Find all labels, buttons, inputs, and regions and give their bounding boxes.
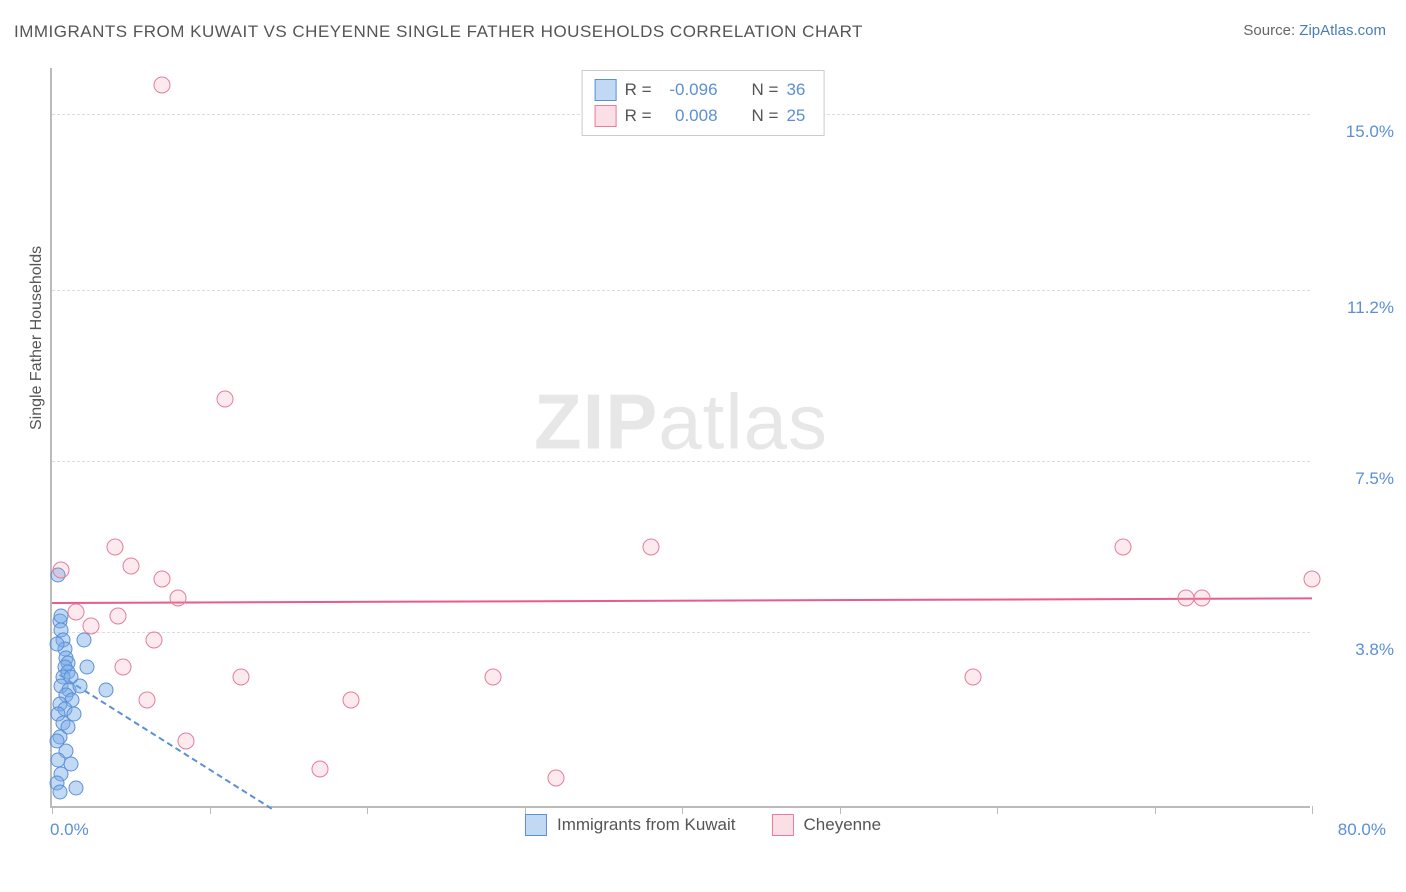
y-tick-label: 11.2% xyxy=(1347,298,1394,318)
x-tick xyxy=(1312,806,1313,814)
x-tick xyxy=(367,806,368,814)
data-point-pink xyxy=(1304,571,1321,588)
data-point-pink xyxy=(107,539,124,556)
legend-stats: R = -0.096 N = 36 R = 0.008 N = 25 xyxy=(582,70,825,136)
data-point-pink xyxy=(146,631,163,648)
legend-series: Immigrants from Kuwait Cheyenne xyxy=(525,814,881,836)
legend-swatch-pink xyxy=(772,814,794,836)
watermark: ZIPatlas xyxy=(534,377,828,468)
source-prefix: Source: xyxy=(1243,22,1295,39)
y-tick-label: 15.0% xyxy=(1346,122,1394,142)
legend-stats-row-0: R = -0.096 N = 36 xyxy=(595,77,806,103)
x-tick xyxy=(52,806,53,814)
y-tick-label: 3.8% xyxy=(1355,640,1394,660)
data-point-pink xyxy=(170,589,187,606)
legend-n-value-0: 36 xyxy=(786,77,805,103)
data-point-pink xyxy=(110,608,127,625)
x-tick xyxy=(210,806,211,814)
plot-area: ZIPatlas 3.8%7.5%11.2%15.0% xyxy=(50,68,1310,808)
gridline xyxy=(52,461,1310,462)
data-point-blue xyxy=(52,785,67,800)
data-point-pink xyxy=(343,691,360,708)
x-tick xyxy=(840,806,841,814)
legend-r-value-1: 0.008 xyxy=(660,103,718,129)
watermark-bold: ZIP xyxy=(534,378,658,466)
data-point-pink xyxy=(138,691,155,708)
data-point-blue xyxy=(76,632,91,647)
x-axis-max-label: 80.0% xyxy=(1338,820,1386,840)
legend-series-item-0: Immigrants from Kuwait xyxy=(525,814,736,836)
legend-swatch-pink xyxy=(595,105,617,127)
data-point-blue xyxy=(73,678,88,693)
gridline xyxy=(52,290,1310,291)
data-point-pink xyxy=(53,562,70,579)
trendline-pink xyxy=(52,598,1312,605)
y-axis-label: Single Father Households xyxy=(28,246,46,430)
data-point-pink xyxy=(485,668,502,685)
legend-series-item-1: Cheyenne xyxy=(772,814,882,836)
data-point-pink xyxy=(1193,589,1210,606)
gridline xyxy=(52,632,1310,633)
data-point-pink xyxy=(177,733,194,750)
data-point-blue xyxy=(79,660,94,675)
legend-n-value-1: 25 xyxy=(786,103,805,129)
source-credit: Source: ZipAtlas.com xyxy=(1243,22,1386,39)
data-point-pink xyxy=(114,659,131,676)
chart-title: IMMIGRANTS FROM KUWAIT VS CHEYENNE SINGL… xyxy=(14,22,863,42)
legend-swatch-blue xyxy=(525,814,547,836)
data-point-pink xyxy=(548,770,565,787)
data-point-pink xyxy=(154,76,171,93)
x-tick xyxy=(525,806,526,814)
x-axis-min-label: 0.0% xyxy=(50,820,89,840)
data-point-blue xyxy=(98,683,113,698)
legend-n-label: N = xyxy=(752,103,779,129)
data-point-pink xyxy=(1115,539,1132,556)
data-point-pink xyxy=(83,617,100,634)
data-point-pink xyxy=(217,391,234,408)
data-point-blue xyxy=(68,780,83,795)
source-link[interactable]: ZipAtlas.com xyxy=(1299,22,1386,39)
legend-series-label-1: Cheyenne xyxy=(804,815,882,835)
legend-n-label: N = xyxy=(752,77,779,103)
legend-r-label: R = xyxy=(625,103,652,129)
x-tick xyxy=(682,806,683,814)
legend-swatch-blue xyxy=(595,79,617,101)
watermark-light: atlas xyxy=(658,378,828,466)
data-point-pink xyxy=(311,761,328,778)
x-tick xyxy=(997,806,998,814)
data-point-blue xyxy=(49,637,64,652)
legend-r-label: R = xyxy=(625,77,652,103)
data-point-pink xyxy=(1178,589,1195,606)
x-tick xyxy=(1155,806,1156,814)
trendline-blue xyxy=(59,674,273,810)
legend-r-value-0: -0.096 xyxy=(660,77,718,103)
data-point-pink xyxy=(154,571,171,588)
data-point-pink xyxy=(642,539,659,556)
legend-series-label-0: Immigrants from Kuwait xyxy=(557,815,736,835)
y-tick-label: 7.5% xyxy=(1355,469,1394,489)
data-point-pink xyxy=(965,668,982,685)
legend-stats-row-1: R = 0.008 N = 25 xyxy=(595,103,806,129)
data-point-pink xyxy=(122,557,139,574)
data-point-pink xyxy=(233,668,250,685)
data-point-pink xyxy=(67,603,84,620)
